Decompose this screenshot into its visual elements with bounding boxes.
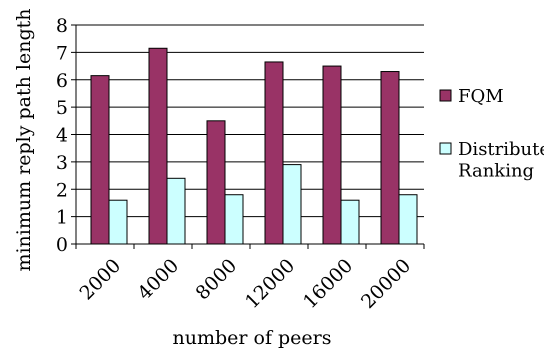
y-tick-label: 8 [56,15,68,37]
y-tick-label: 5 [56,97,68,119]
bar-fqm [90,75,110,245]
y-tick-label: 1 [56,207,68,229]
legend-label: FQM [458,86,504,107]
x-tick-label: 16000 [299,255,357,313]
y-tick-label: 3 [56,152,68,174]
bar-distributed-ranking [398,194,418,245]
bar-fqm [206,120,226,245]
bars [90,47,418,245]
y-tick-label: 4 [56,125,68,147]
bar-distributed-ranking [340,199,360,245]
y-axis-label: minimum reply path length [13,8,35,271]
legend-swatch [439,89,452,102]
bar-fqm [264,61,284,245]
legend: FQM DistributedRanking [439,86,544,182]
legend-label: DistributedRanking [458,139,544,182]
x-tick-label: 4000 [134,255,184,305]
x-tick-label: 20000 [357,255,415,313]
bar-fqm [322,65,342,245]
x-axis-label: number of peers [172,327,331,349]
x-tick-label: 8000 [192,255,242,305]
bar-distributed-ranking [224,194,244,245]
grid-lines [76,24,424,218]
x-tick-labels: 2000 4000 8000 12000 16000 20000 [76,255,416,313]
x-tick-label: 2000 [76,255,126,305]
bar-distributed-ranking [108,199,128,245]
y-tick-labels: 0 1 2 3 4 5 6 7 8 [56,15,68,256]
axes [71,24,425,249]
y-tick-label: 2 [56,179,68,201]
y-tick-label: 6 [56,70,68,92]
x-tick-label: 12000 [241,255,299,313]
bar-distributed-ranking [166,177,186,245]
y-tick-label: 0 [56,234,68,256]
bar-fqm [148,47,168,245]
y-tick-label: 7 [56,42,68,64]
bar-distributed-ranking [282,164,302,245]
legend-swatch [439,142,452,155]
bar-fqm [380,71,400,245]
